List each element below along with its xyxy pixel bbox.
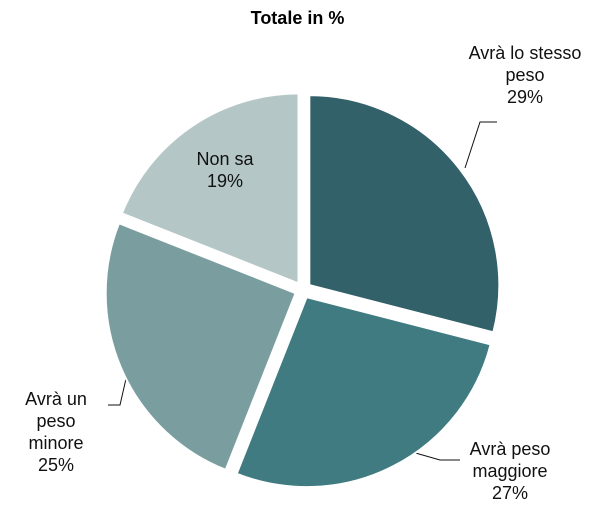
slice-value: 25% [37,455,75,475]
pie-slice [104,221,297,472]
slice-label: Avrà peso maggiore [469,439,551,481]
chart-title: Totale in % [250,8,345,28]
leader-line [108,369,129,406]
slice-value: 27% [491,483,529,503]
slice-value: 29% [506,87,544,107]
slice-label: Non sa [196,149,254,169]
slice-label: Avrà lo stesso peso [468,43,582,85]
leader-line [404,449,460,461]
pie-slice [120,92,300,285]
pie-slice [235,295,492,489]
slice-label: Avrà un peso minore [25,389,87,453]
leader-line [464,121,497,169]
pie-slice [308,94,501,334]
slice-value: 19% [206,171,244,191]
